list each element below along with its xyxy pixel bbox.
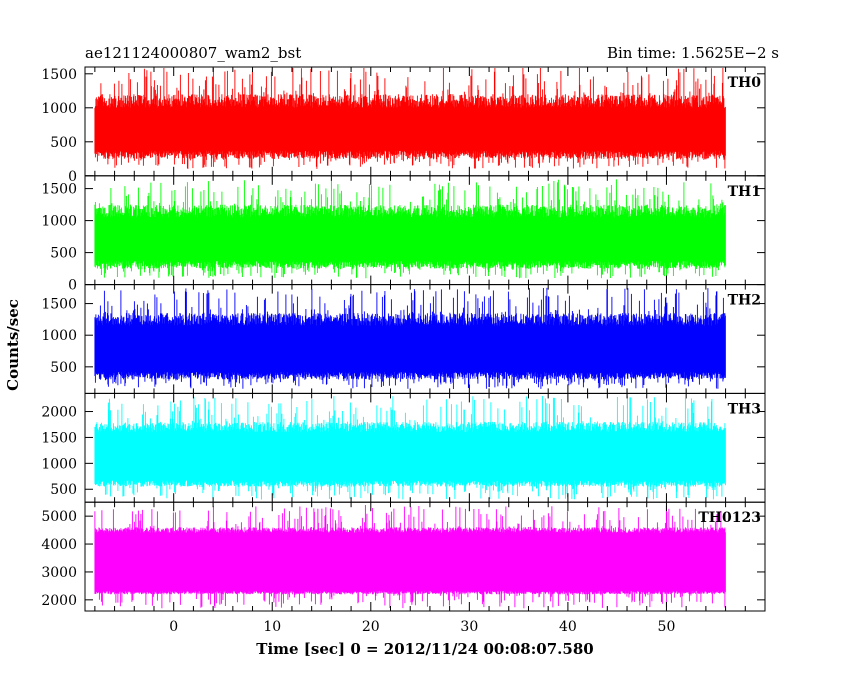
y-tick-label: 2000 [41,405,77,421]
y-tick-label: 1500 [41,182,77,198]
y-tick-label: 1500 [41,67,77,83]
y-tick-label: 500 [50,360,77,376]
y-tick-label: 500 [50,135,77,151]
y-axis-label: Counts/sec [4,299,22,391]
series-th1 [94,179,726,279]
panel-th1: 0 500 1000 1500 TH1 [41,175,766,294]
panel-label-th3: TH3 [728,401,761,417]
panel-th0: 0 500 1000 1500 TH0 [41,66,766,185]
panel-th3: 500 1000 1500 2000 TH3 [41,392,766,503]
x-axis-label: Time [sec] 0 = 2012/11/24 00:08:07.580 [256,640,593,658]
panel-frame [84,501,766,612]
x-tick-label: 10 [263,619,281,635]
x-tick-label: 20 [362,619,380,635]
y-tick-label: 1000 [41,456,77,472]
panel-label-th0123: TH0123 [698,510,761,526]
y-tick-label: 0 [68,278,77,294]
series-th3 [94,396,726,500]
y-tick-label: 5000 [41,509,77,525]
y-tick-label: 3000 [41,565,77,581]
series-th0 [94,68,726,169]
y-tick-label: 2000 [41,593,77,609]
panel-th0123: 2000 3000 4000 5000 TH0123 [41,501,766,612]
y-tick-label: 4000 [41,537,77,553]
x-tick-label: 40 [559,619,577,635]
y-tick-label: 1000 [41,214,77,230]
y-tick-label: 500 [50,246,77,262]
y-tick-label: 1000 [41,328,77,344]
y-tick-label: 0 [68,169,77,185]
series-th0123 [94,505,726,609]
series-th2 [94,287,726,389]
chart-title: ae121124000807_wam2_bst [85,44,301,62]
panels-group: 0 500 1000 1500 TH0 0 500 1000 1500 TH1 500 1000 150… [41,66,766,612]
x-tick-label: 50 [658,619,676,635]
panel-label-th0: TH0 [728,75,762,91]
x-tick-label: 30 [460,619,478,635]
x-tick-label: 0 [169,619,178,635]
y-tick-label: 1500 [41,430,77,446]
panel-label-th2: TH2 [728,293,761,309]
bin-time-label: Bin time: 1.5625E−2 s [607,44,779,62]
y-tick-label: 500 [50,482,77,498]
panel-th2: 500 1000 1500 TH2 [41,284,766,394]
y-tick-label: 1500 [41,297,77,313]
panel-label-th1: TH1 [728,184,761,200]
x-tick-labels: 0 10 20 30 40 50 [169,619,675,635]
y-tick-label: 1000 [41,101,77,117]
